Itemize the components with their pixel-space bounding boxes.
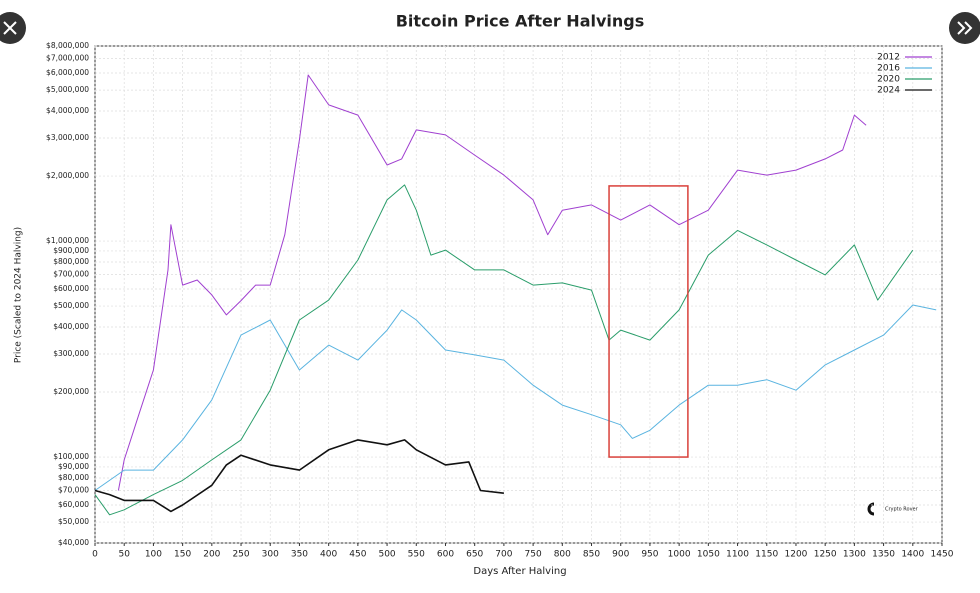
x-tick-label: 1350 <box>872 550 895 560</box>
x-tick-label: 400 <box>320 550 337 560</box>
x-tick-label: 750 <box>525 550 542 560</box>
y-tick-label: $3,000,000 <box>46 133 89 142</box>
x-tick-label: 1400 <box>901 550 924 560</box>
x-tick-label: 1000 <box>668 550 691 560</box>
y-tick-label: $2,000,000 <box>46 171 89 180</box>
y-tick-label: $80,000 <box>58 473 89 482</box>
x-tick-label: 1150 <box>755 550 778 560</box>
y-tick-label: $200,000 <box>53 387 89 396</box>
y-tick-label: $70,000 <box>58 486 89 495</box>
x-tick-label: 600 <box>437 550 454 560</box>
x-tick-label: 900 <box>612 550 629 560</box>
series-line <box>94 304 937 491</box>
y-tick-label: $400,000 <box>53 322 89 331</box>
y-tick-label: $700,000 <box>53 270 89 279</box>
x-tick-label: 300 <box>262 550 279 560</box>
legend-label: 2020 <box>877 75 900 85</box>
x-tick-label: 50 <box>118 550 130 560</box>
logo: Crypto Rover <box>867 502 919 516</box>
x-axis-label: Days After Halving <box>473 566 566 577</box>
series-line <box>94 439 504 513</box>
x-tick-label: 1300 <box>843 550 866 560</box>
series-line <box>94 184 914 516</box>
x-tick-label: 1100 <box>726 550 749 560</box>
x-tick-label: 800 <box>554 550 571 560</box>
y-tick-label: $4,000,000 <box>46 106 89 115</box>
y-tick-label: $900,000 <box>53 246 89 255</box>
x-tick-label: 250 <box>232 550 249 560</box>
y-tick-label: $600,000 <box>53 284 89 293</box>
x-tick-label: 650 <box>466 550 483 560</box>
x-tick-label: 350 <box>291 550 308 560</box>
chart-title: Bitcoin Price After Halvings <box>396 12 645 31</box>
watermark: Crypto Rover <box>885 507 919 513</box>
y-tick-label: $1,000,000 <box>46 236 89 245</box>
series-line <box>117 74 867 491</box>
next-button[interactable] <box>949 12 980 44</box>
y-tick-label: $7,000,000 <box>46 54 89 63</box>
x-tick-label: 200 <box>203 550 220 560</box>
x-tick-label: 1250 <box>814 550 837 560</box>
y-tick-label: $800,000 <box>53 257 89 266</box>
x-tick-label: 0 <box>92 550 98 560</box>
y-tick-label: $8,000,000 <box>46 41 89 50</box>
x-tick-label: 550 <box>408 550 425 560</box>
x-tick-label: 100 <box>145 550 162 560</box>
x-tick-label: 1450 <box>931 550 954 560</box>
legend-label: 2012 <box>877 53 900 63</box>
y-tick-label: $6,000,000 <box>46 68 89 77</box>
x-tick-label: 500 <box>378 550 395 560</box>
legend-label: 2016 <box>877 64 900 74</box>
y-tick-label: $300,000 <box>53 349 89 358</box>
x-tick-label: 150 <box>174 550 191 560</box>
y-axis-label: Price (Scaled to 2024 Halving) <box>14 227 24 363</box>
highlight-box <box>608 185 689 458</box>
y-tick-label: $100,000 <box>53 452 89 461</box>
x-tick-label: 700 <box>495 550 512 560</box>
y-tick-label: $40,000 <box>58 538 89 547</box>
y-tick-label: $500,000 <box>53 301 89 310</box>
x-tick-label: 1050 <box>697 550 720 560</box>
y-tick-label: $90,000 <box>58 462 89 471</box>
x-tick-label: 1200 <box>785 550 808 560</box>
y-tick-label: $50,000 <box>58 517 89 526</box>
legend-label: 2024 <box>877 86 900 96</box>
x-tick-label: 850 <box>583 550 600 560</box>
y-tick-label: $5,000,000 <box>46 85 89 94</box>
x-tick-label: 450 <box>349 550 366 560</box>
y-tick-label: $60,000 <box>58 500 89 509</box>
x-tick-label: 950 <box>641 550 658 560</box>
close-button[interactable] <box>0 12 26 44</box>
